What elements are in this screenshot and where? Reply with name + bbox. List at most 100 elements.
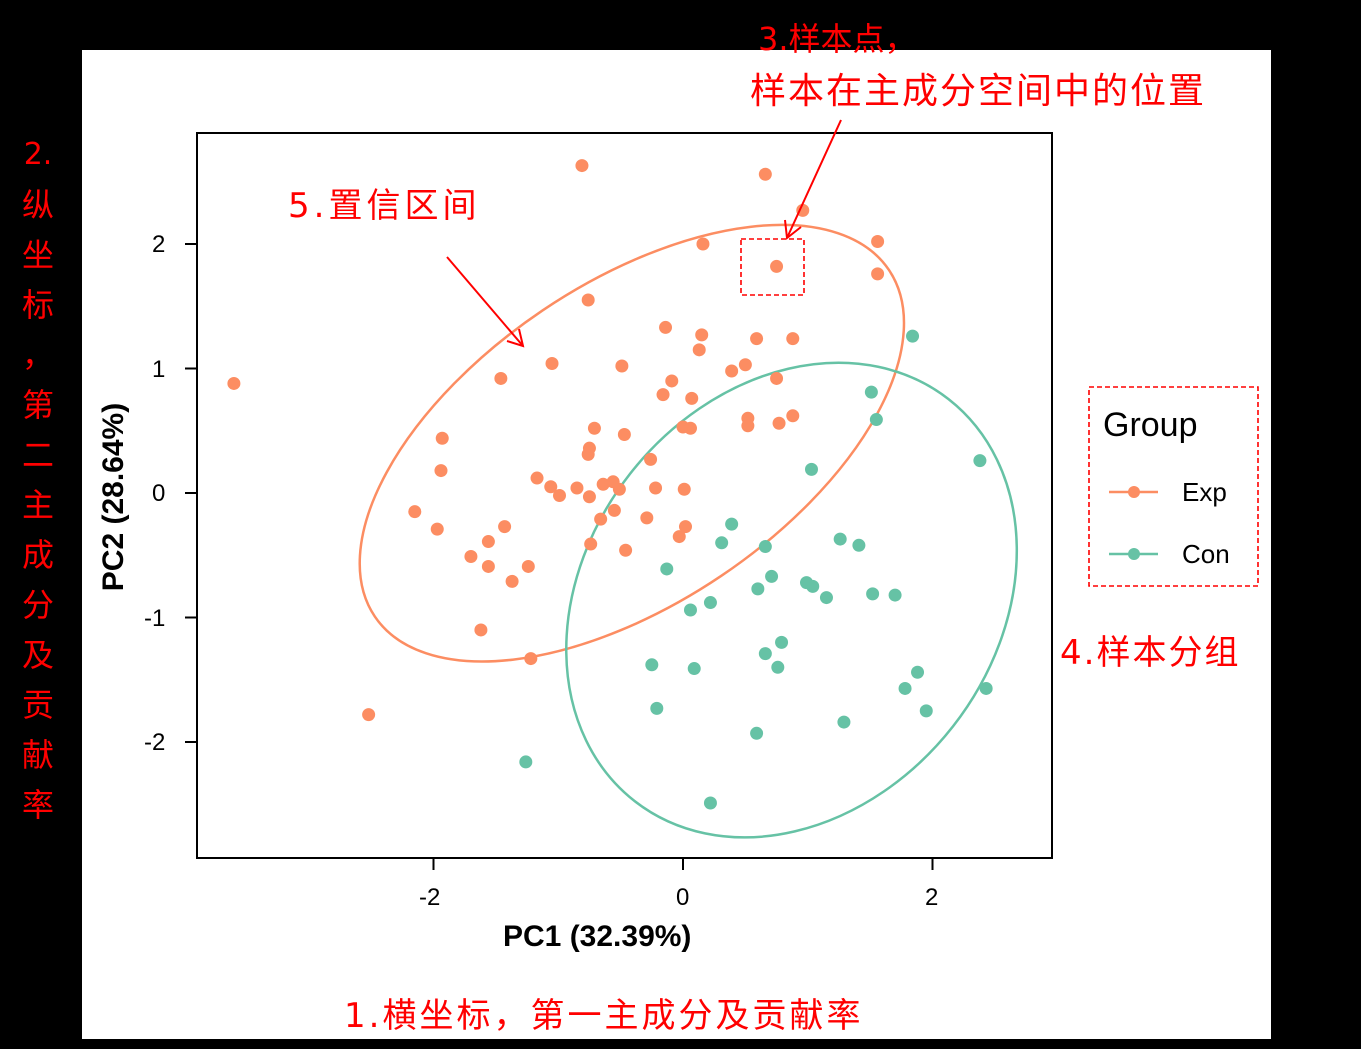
sample-point-exp [435,431,449,445]
sample-point-con [650,701,664,715]
plot-frame [196,132,1053,859]
sample-point-con [687,662,701,676]
sample-point-exp [692,343,706,357]
sample-point-con [837,715,851,729]
annotation-2-char: 坐 [21,236,54,274]
annotation-2-text: 纵坐标 ， 第二主成分及贡献率 [8,180,68,830]
sample-point-con [771,660,785,674]
sample-point-exp [481,535,495,549]
sample-point-exp [750,332,764,346]
sample-point-exp [584,537,598,551]
sample-point-exp [505,574,519,588]
annotation-3-line2: 样本在主成分空间中的位置 [750,71,1207,112]
sample-point-con [775,635,789,649]
annotation-4: 4.样本分组 [1060,633,1241,673]
y-axis-ticks [185,243,197,743]
sample-point-exp [678,520,692,534]
sample-point-exp [758,167,772,181]
sample-point-con [725,517,739,531]
sample-point-exp [619,543,633,557]
annotation-2-char: 二 [21,436,54,474]
annotation-2-char: 及 [21,636,54,674]
sample-point-con [911,665,925,679]
sample-point-exp [408,505,422,519]
annotation-2-number: 2. [23,137,53,172]
annotation-2: 2. 纵坐标 ， 第二主成分及贡献率 [8,130,68,830]
sample-point-exp [570,481,584,495]
sample-point-con [751,582,765,596]
annotation-2-char: 纵 [21,186,54,224]
sample-point-exp [672,530,686,544]
sample-point-exp [770,259,784,273]
annotation-2-char: 标 [21,286,54,324]
sample-point-exp [607,503,621,517]
sample-point-exp [786,332,800,346]
y-tick-label: 1 [152,356,166,383]
arrow-annotation-3-icon [784,119,842,240]
sample-point-con [806,579,820,593]
sample-point-exp [587,421,601,435]
x-axis-ticks [432,858,934,870]
sample-point-exp [615,359,629,373]
annotation-2-char: 分 [21,586,54,624]
highlight-sample-box [740,238,805,296]
sample-point-exp [227,376,241,390]
sample-point-con [758,540,772,554]
sample-point-exp [695,328,709,342]
confidence-ellipses [358,223,1019,839]
sample-point-exp [665,374,679,388]
sample-point-con [866,587,880,601]
sample-point-exp [430,522,444,536]
sample-point-exp [494,371,508,385]
sample-point-exp [596,477,610,491]
sample-point-con [833,532,847,546]
sample-point-exp [683,421,697,435]
figure-canvas [82,50,1271,1039]
annotation-2-char: 献 [21,736,54,774]
y-tick-label: 0 [152,480,166,507]
y-tick-label: -1 [144,605,166,632]
sample-point-con [888,588,902,602]
sample-point-exp [575,159,589,173]
sample-point-exp [741,419,755,433]
sample-point-con [750,726,764,740]
sample-point-exp [581,293,595,307]
sample-point-exp [738,358,752,372]
sample-point-exp [612,482,626,496]
sample-point-exp [640,511,654,525]
sample-point-con [973,454,987,468]
sample-point-exp [544,480,558,494]
sample-point-exp [796,203,810,217]
sample-point-con [869,413,883,427]
sample-point-exp [725,364,739,378]
sample-point-exp [474,623,488,637]
x-tick-label: 0 [676,884,690,911]
annotation-2-char: 率 [21,786,54,824]
y-tick-label: -2 [144,729,166,756]
sample-point-exp [434,464,448,478]
sample-point-exp [530,471,544,485]
sample-point-exp [871,235,885,249]
annotation-3-line1: 3.样本点， [758,20,917,58]
sample-point-exp [464,549,478,563]
sample-point-exp [696,237,710,251]
sample-point-exp [871,267,885,281]
confidence-ellipse-exp [358,223,906,663]
sample-point-con [758,647,772,661]
sample-point-exp [521,559,535,573]
sample-point-con [660,562,674,576]
sample-point-exp [770,371,784,385]
arrow-annotation-5-icon [446,256,525,348]
confidence-ellipse-con [565,361,1019,839]
sample-point-con [703,596,717,610]
x-axis-title: PC1 (32.39%) [503,920,692,953]
sample-point-exp [677,482,691,496]
sample-point-con [683,603,697,617]
sample-point-con [519,755,533,769]
sample-point-con [979,681,993,695]
annotation-2-char: 贡 [21,686,54,724]
sample-point-exp [481,559,495,573]
sample-point-exp [582,490,596,504]
sample-point-con [819,591,833,605]
